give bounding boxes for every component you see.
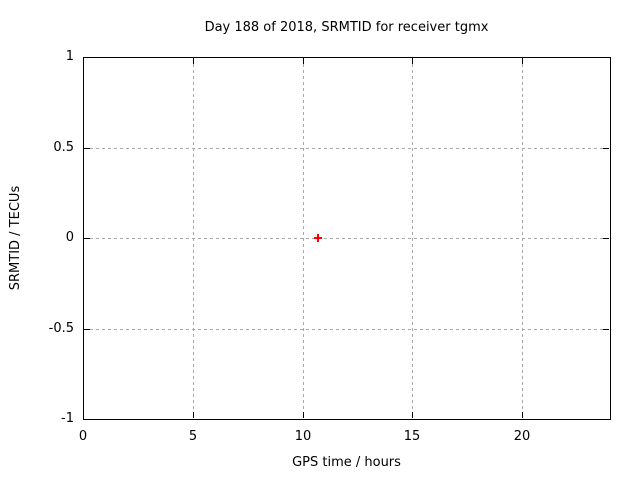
y-tick-label: 0.5 (53, 140, 74, 155)
chart-title: Day 188 of 2018, SRMTID for receiver tgm… (204, 20, 489, 35)
x-tick-label: 20 (513, 429, 531, 444)
x-tick-label: 5 (188, 429, 198, 444)
x-tick-label: 0 (78, 429, 88, 444)
x-tick-label: 15 (403, 429, 421, 444)
y-tick-label: 1 (65, 49, 74, 64)
y-tick-label: 0 (65, 230, 74, 245)
x-tick-label: 10 (294, 429, 312, 444)
y-tick-label: -0.5 (48, 321, 74, 336)
y-tick-label: -1 (61, 411, 74, 426)
plot-border (83, 57, 611, 420)
x-axis-label: GPS time / hours (292, 455, 401, 470)
